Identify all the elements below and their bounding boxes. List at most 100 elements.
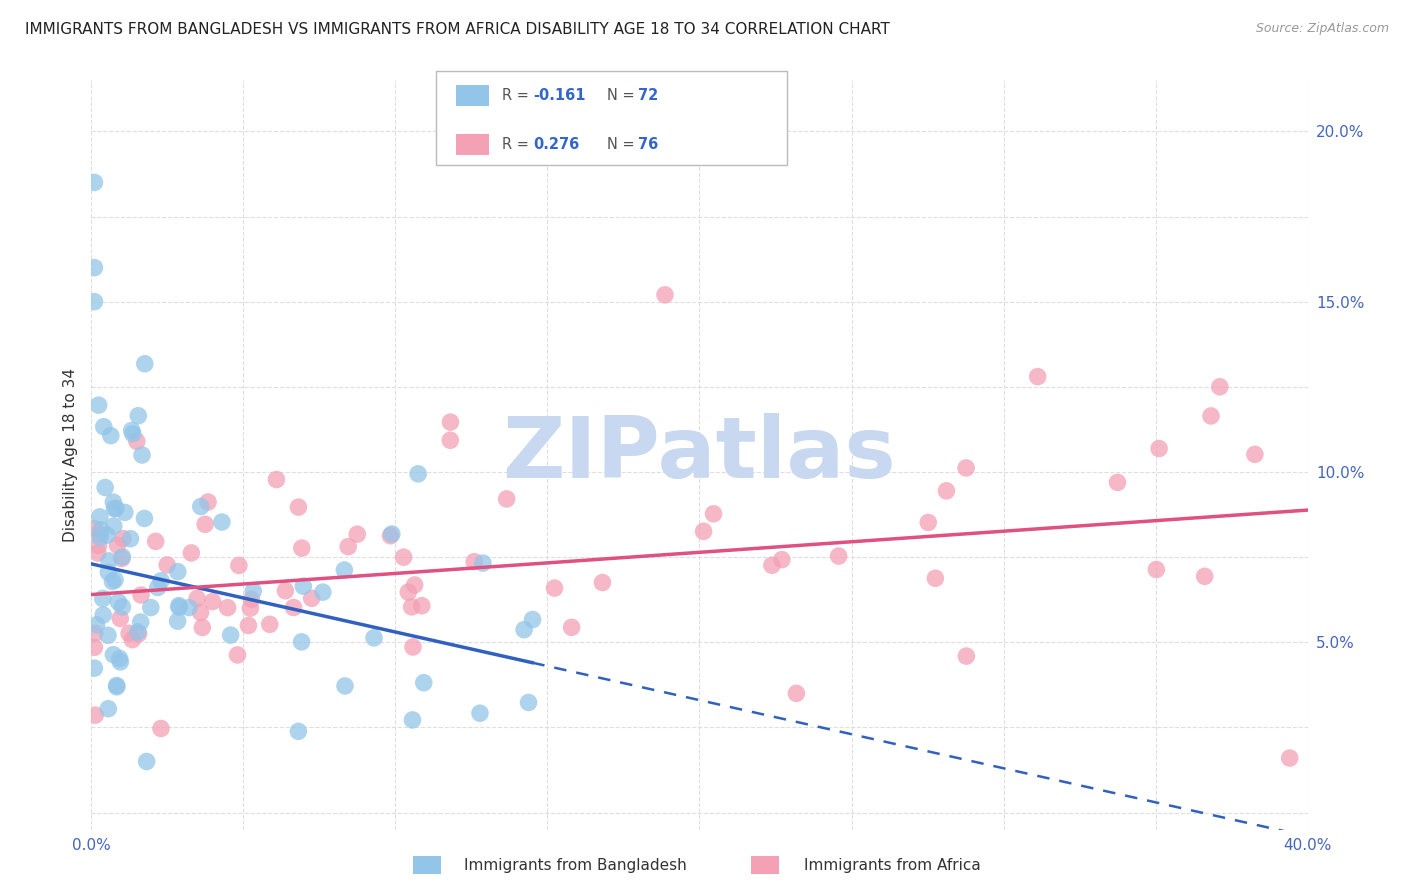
- Point: [290, 635, 312, 649]
- Text: Source: ZipAtlas.com: Source: ZipAtlas.com: [1256, 22, 1389, 36]
- Point: [90, 523, 112, 537]
- Point: [785, 686, 807, 700]
- Point: [86, 617, 108, 632]
- Point: [194, 517, 217, 532]
- Point: [167, 600, 190, 615]
- Point: [127, 409, 149, 423]
- Point: [226, 648, 249, 662]
- Point: [439, 415, 461, 429]
- Text: 72: 72: [638, 88, 658, 103]
- Point: [190, 606, 212, 620]
- Point: [333, 679, 356, 693]
- Point: [333, 563, 356, 577]
- Point: [150, 574, 173, 588]
- Point: [190, 500, 212, 514]
- Point: [91, 591, 114, 606]
- Point: [186, 591, 208, 606]
- Point: [301, 591, 323, 606]
- Point: [87, 398, 110, 412]
- Text: 0.276: 0.276: [533, 137, 579, 152]
- Point: [955, 649, 977, 664]
- Point: [94, 481, 117, 495]
- Point: [135, 755, 157, 769]
- Point: [83, 640, 105, 655]
- Point: [166, 614, 188, 628]
- Point: [84, 708, 107, 723]
- Point: [274, 583, 297, 598]
- Point: [121, 424, 143, 438]
- Point: [266, 473, 288, 487]
- Point: [1107, 475, 1129, 490]
- Point: [125, 434, 148, 449]
- Point: [105, 501, 128, 516]
- Point: [402, 640, 425, 654]
- Point: [149, 722, 172, 736]
- Point: [522, 613, 544, 627]
- Point: [1199, 409, 1222, 423]
- Point: [110, 611, 132, 625]
- Point: [128, 627, 150, 641]
- Point: [111, 549, 134, 564]
- Point: [89, 527, 111, 541]
- Point: [191, 620, 214, 634]
- Point: [259, 617, 281, 632]
- Text: 76: 76: [638, 137, 658, 152]
- Point: [120, 532, 142, 546]
- Point: [134, 511, 156, 525]
- Point: [471, 556, 494, 570]
- Point: [103, 495, 125, 509]
- Point: [513, 623, 536, 637]
- Point: [166, 565, 188, 579]
- Point: [83, 661, 105, 675]
- Point: [101, 574, 124, 589]
- Point: [543, 581, 565, 595]
- Point: [217, 600, 239, 615]
- Point: [145, 534, 167, 549]
- Point: [118, 626, 141, 640]
- Text: ZIPatlas: ZIPatlas: [502, 413, 897, 497]
- Point: [97, 628, 120, 642]
- Point: [1278, 751, 1301, 765]
- Point: [201, 594, 224, 608]
- Point: [439, 434, 461, 448]
- Point: [761, 558, 783, 573]
- Point: [770, 552, 793, 566]
- Point: [561, 620, 583, 634]
- Point: [197, 495, 219, 509]
- Point: [1194, 569, 1216, 583]
- Point: [692, 524, 714, 539]
- Point: [83, 176, 105, 190]
- Point: [100, 428, 122, 442]
- Point: [283, 600, 305, 615]
- Point: [107, 595, 129, 609]
- Point: [463, 555, 485, 569]
- Point: [396, 585, 419, 599]
- Text: Immigrants from Bangladesh: Immigrants from Bangladesh: [464, 858, 686, 872]
- Point: [211, 515, 233, 529]
- Point: [827, 549, 849, 563]
- Point: [105, 680, 128, 694]
- Point: [104, 573, 127, 587]
- Point: [87, 539, 110, 553]
- Point: [97, 554, 120, 568]
- Point: [121, 632, 143, 647]
- Point: [103, 501, 125, 516]
- Point: [97, 566, 120, 580]
- Point: [122, 426, 145, 441]
- Point: [103, 648, 125, 662]
- Point: [156, 558, 179, 572]
- Point: [83, 260, 105, 275]
- Point: [495, 491, 517, 506]
- Point: [935, 483, 957, 498]
- Point: [955, 461, 977, 475]
- Point: [404, 578, 426, 592]
- Text: -0.161: -0.161: [533, 88, 585, 103]
- Point: [146, 581, 169, 595]
- Point: [287, 724, 309, 739]
- Point: [240, 592, 263, 607]
- Text: R =: R =: [502, 88, 533, 103]
- Point: [363, 631, 385, 645]
- Point: [1209, 380, 1232, 394]
- Point: [87, 546, 110, 560]
- Point: [127, 625, 149, 640]
